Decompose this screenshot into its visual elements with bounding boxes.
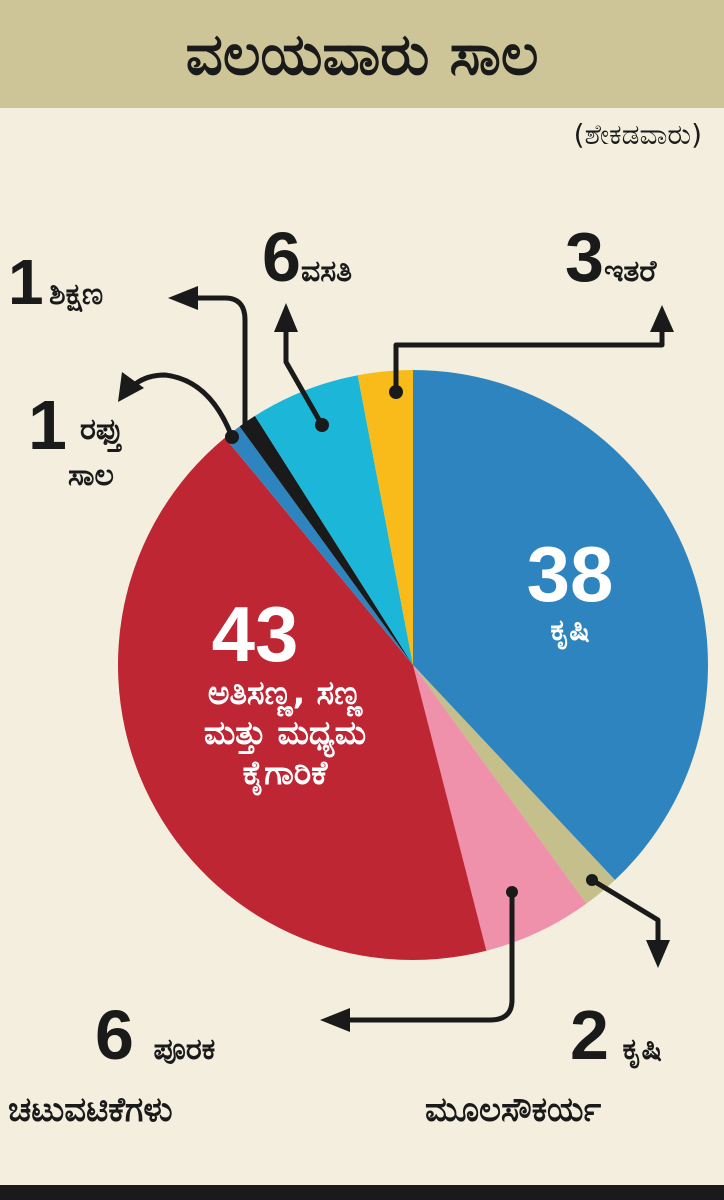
title-band: ವಲಯವಾರು ಸಾಲ [0,0,724,108]
label-other: 3ಇತರೆ [565,222,656,292]
label-msme: 43 ಅತಿಸಣ್ಣ, ಸಣ್ಣ ಮತ್ತು ಮಧ್ಯಮ ಕೈಗಾರಿಕೆ [130,595,440,793]
leader-housing [283,318,325,427]
label-agri: 38 ಕೃಷಿ [495,535,645,648]
text-msme-2: ಮತ್ತು ಮಧ್ಯಮ [203,713,367,752]
pie-slice-3 [117,437,487,961]
text-export-1: ರಫ್ತು [80,412,123,447]
label-housing: 6ವಸತಿ [262,222,352,292]
bottom-bar [0,1185,724,1200]
pie-slice-1 [413,665,615,904]
chart-title: ವಲಯವಾರು ಸಾಲ [185,19,539,88]
value-agri: 38 [526,530,614,618]
value-export: 1 [28,386,67,464]
value-other: 3 [565,218,604,296]
text-housing: ವಸತಿ [300,254,353,289]
unit-label: (ಶೇಕಡವಾರು) [573,118,702,151]
pie-slice-7 [357,370,413,665]
text-other: ಇತರೆ [603,254,657,289]
text-agri-infra-1: ಕೃಷಿ [622,1032,662,1067]
text-agri: ಕೃಷಿ [550,613,590,648]
arrowheads [118,286,674,1032]
text-allied-2: ಚಟುವಟಿಕೆಗಳು [8,1090,173,1130]
label-education: 1 ಶಿಕ್ಷಣ [8,250,103,314]
pie-slice-5 [239,415,413,665]
pie-slice-4 [224,426,413,665]
text-agri-infra-2: ಮೂಲಸೌಕರ್ಯ [425,1090,602,1130]
pie-slice-0 [413,370,708,881]
text-msme-3: ಕೈಗಾರಿಕೆ [242,753,328,792]
text-allied-1: ಪೂರಕ [153,1032,216,1067]
label-allied: 6 ಪೂರಕ [95,1000,215,1070]
leader-export [125,372,235,438]
leader-education [195,295,248,425]
text-export-2: ಸಾಲ [68,458,114,493]
pie-slice-2 [413,665,587,951]
text-msme-1: ಅತಿಸಣ್ಣ, ಸಣ್ಣ [207,673,363,712]
value-housing: 6 [262,218,301,296]
label-agri-infra: 2 ಕೃಷಿ [570,1000,662,1070]
text-education: ಶಿಕ್ಷಣ [49,277,104,312]
value-agri-infra: 2 [570,996,609,1074]
value-allied: 6 [95,996,134,1074]
label-export: 1 ರಫ್ತು ಸಾಲ [28,390,123,493]
value-education: 1 [8,246,44,318]
pie-slice-6 [254,375,413,665]
value-msme: 43 [211,590,299,678]
leader-allied [345,892,515,1023]
